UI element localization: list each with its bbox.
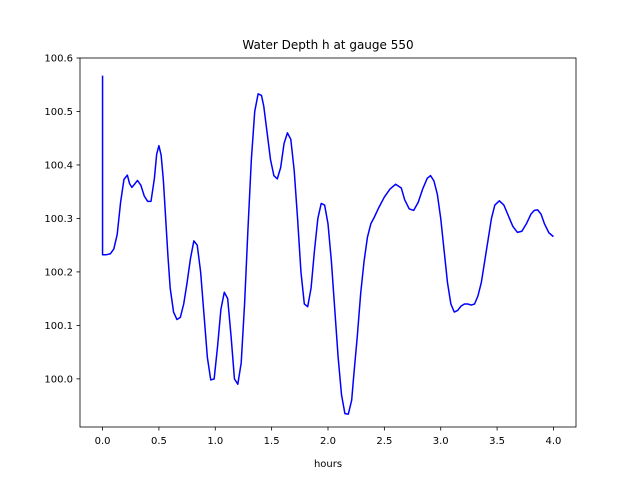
x-tick-label: 1.0	[207, 436, 223, 447]
chart-title: Water Depth h at gauge 550	[242, 38, 413, 52]
y-tick-label: 100.2	[44, 267, 73, 278]
y-tick-label: 100.0	[44, 374, 73, 385]
series-line	[101, 75, 554, 415]
x-axis: 0.0 0.5 1.0 1.5 2.0 2.5 3.0 3.5 4.0	[95, 427, 562, 447]
x-tick-label: 3.5	[489, 436, 505, 447]
y-tick-label: 100.3	[44, 214, 73, 225]
axes-frame	[79, 57, 577, 428]
y-tick-label: 100.5	[44, 107, 73, 118]
y-tick-label: 100.1	[44, 321, 73, 332]
y-tick-label: 100.4	[44, 160, 73, 171]
x-tick-label: 0.0	[95, 436, 111, 447]
y-axis: 100.0 100.1 100.2 100.3 100.4 100.5 100.6	[44, 54, 80, 385]
y-tick-label: 100.6	[44, 54, 73, 65]
x-tick-label: 3.0	[433, 436, 449, 447]
plot-area: 0.0 0.5 1.0 1.5 2.0 2.5 3.0 3.5 4.0 100.0100.110…	[44, 54, 577, 447]
x-tick-label: 2.5	[376, 436, 392, 447]
x-tick-label: 1.5	[264, 436, 280, 447]
x-tick-label: 4.0	[546, 436, 562, 447]
x-tick-label: 2.0	[320, 436, 336, 447]
x-tick-label: 0.5	[151, 436, 167, 447]
x-axis-label: hours	[314, 459, 342, 470]
